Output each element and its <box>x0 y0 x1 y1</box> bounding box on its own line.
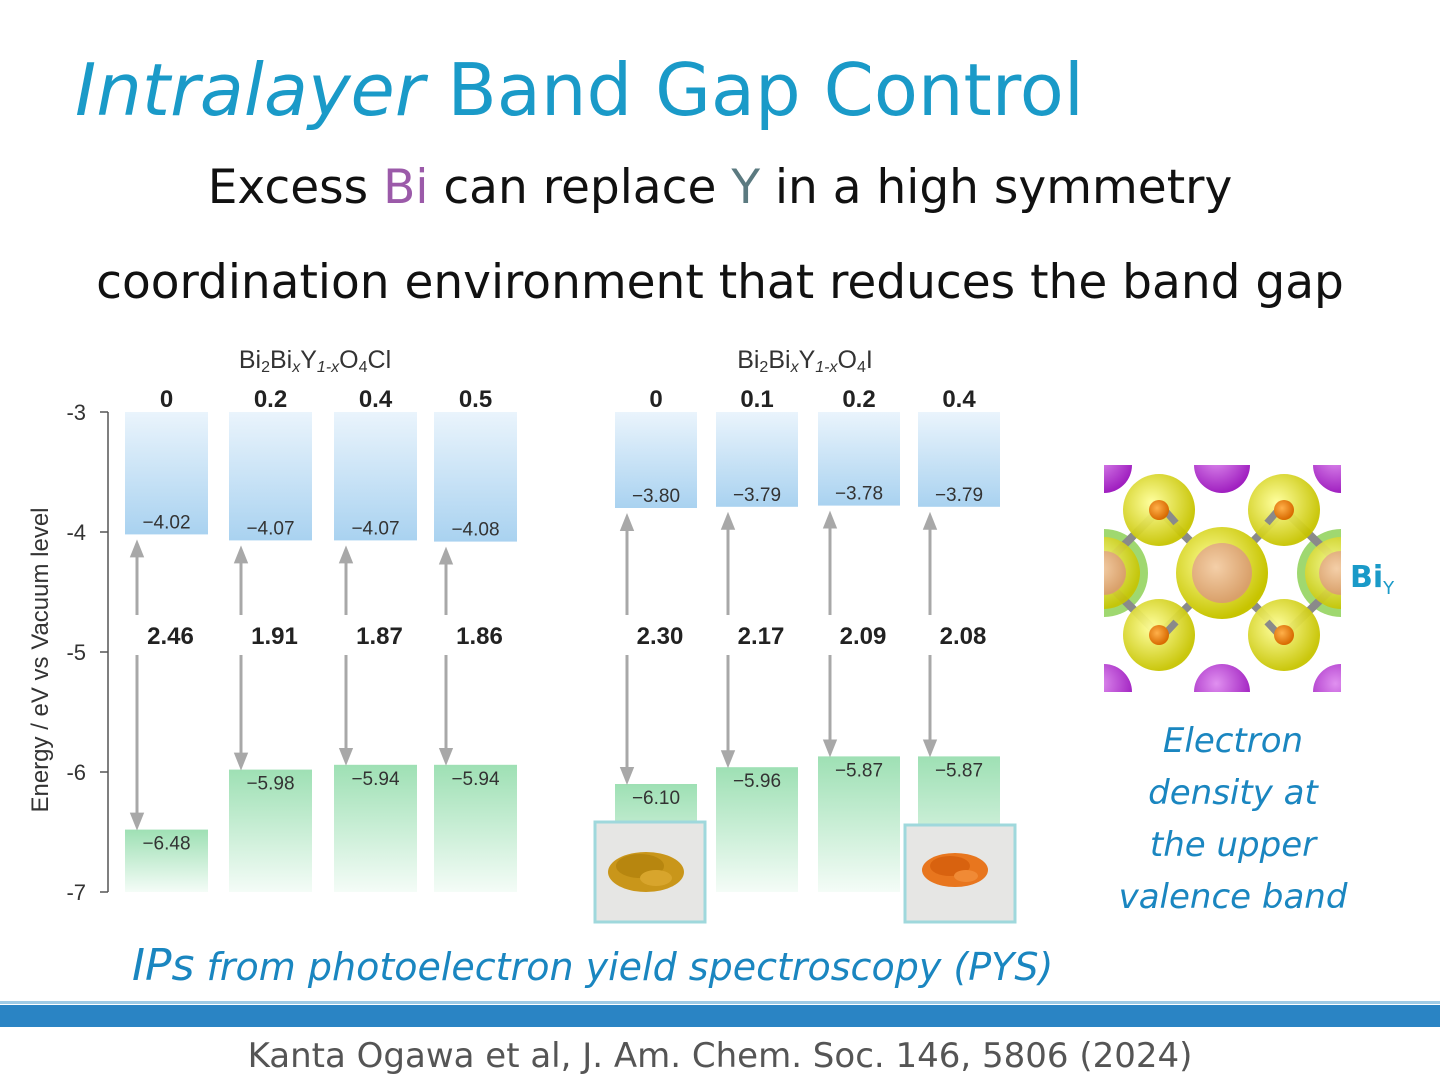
subtitle-bi: Bi <box>383 160 429 215</box>
valence-band-bar <box>334 764 417 892</box>
valence-band-bar <box>716 767 798 892</box>
cbm-value-label: −3.78 <box>835 484 883 505</box>
group-formula-title: Bi2BixY1-xO4I <box>737 346 873 376</box>
valence-band-bar <box>818 756 900 892</box>
cbm-value-label: −4.08 <box>451 520 499 541</box>
bi-y-label: BiY <box>1350 560 1395 599</box>
vbm-value-label: −6.48 <box>142 834 190 855</box>
category-label: 0.1 <box>740 386 773 413</box>
y-axis-label: Energy / eV vs Vacuum level <box>27 507 54 812</box>
y-tick-label: -7 <box>66 880 86 905</box>
cbm-value-label: −4.02 <box>142 512 190 533</box>
band-gap-label: 2.09 <box>840 623 887 650</box>
subtitle-y: Y <box>731 160 761 215</box>
cbm-value-label: −4.07 <box>246 518 294 539</box>
valence-band-bar <box>125 829 208 892</box>
valence-band-bar <box>434 764 517 892</box>
vbm-value-label: −5.87 <box>835 760 883 781</box>
subtitle-line-1: Excess Bi can replace Y in a high symmet… <box>207 160 1233 215</box>
conduction-band-bar <box>716 412 798 507</box>
title-rest: Band Gap Control <box>447 48 1084 132</box>
vbm-value-label: −5.94 <box>451 769 500 790</box>
band-gap-label: 2.30 <box>637 623 684 650</box>
category-label: 0.4 <box>359 386 393 413</box>
subtitle-line-2: coordination environment that reduces th… <box>96 255 1344 310</box>
vbm-value-label: −5.87 <box>935 760 983 781</box>
conduction-band-bar <box>434 412 517 542</box>
conduction-band-bar <box>229 412 312 541</box>
category-label: 0 <box>649 386 662 413</box>
crystal-structure-image <box>1104 465 1341 692</box>
category-label: 0.4 <box>942 386 976 413</box>
cbm-value-label: −3.80 <box>632 486 680 507</box>
band-gap-label: 1.91 <box>251 623 298 650</box>
band-gap-label: 2.08 <box>940 623 987 650</box>
band-gap-label: 1.86 <box>456 623 503 650</box>
y-tick-label: -4 <box>66 520 86 545</box>
band-diagram-chart: -3 -4 -5 -6 -7 Energy / eV vs Vacuum level Bi… <box>27 346 1017 924</box>
conduction-band-bar <box>615 412 697 508</box>
pys-caption: IPs from photoelectron yield spectroscop… <box>132 940 1054 991</box>
band-gap-label: 1.87 <box>356 623 403 650</box>
slide-title: Intralayer Band Gap Control <box>75 48 1084 132</box>
conduction-band-bar <box>125 412 208 535</box>
vbm-value-label: −6.10 <box>632 788 680 809</box>
conduction-band-bar <box>918 412 1000 507</box>
cbm-value-label: −3.79 <box>733 485 781 506</box>
vbm-value-label: −5.94 <box>351 769 400 790</box>
conduction-band-bar <box>334 412 417 541</box>
conduction-band-bar <box>818 412 900 506</box>
footer-divider-thin <box>0 1001 1440 1004</box>
footer-divider <box>0 1005 1440 1027</box>
cbm-value-label: −3.79 <box>935 485 983 506</box>
vbm-value-label: −5.98 <box>246 774 294 795</box>
cbm-value-label: −4.07 <box>351 518 399 539</box>
powder-photo-orange <box>903 823 1017 924</box>
vbm-value-label: −5.96 <box>733 771 781 792</box>
powder-photo-yellow <box>593 820 707 924</box>
band-gap-label: 2.17 <box>738 623 785 650</box>
title-italic: Intralayer <box>75 48 425 132</box>
group-formula-title: Bi2BixY1-xO4Cl <box>239 346 391 376</box>
category-label: 0.5 <box>459 386 492 413</box>
category-label: 0.2 <box>842 386 875 413</box>
y-tick-label: -6 <box>66 760 86 785</box>
y-tick-label: -3 <box>66 400 86 425</box>
citation: Kanta Ogawa et al, J. Am. Chem. Soc. 146… <box>247 1036 1193 1076</box>
valence-band-bar <box>229 769 312 892</box>
band-gap-label: 2.46 <box>147 623 194 650</box>
category-label: 0.2 <box>254 386 287 413</box>
electron-density-caption: Electron density at the upper valence ba… <box>1118 721 1348 917</box>
y-tick-label: -5 <box>66 640 86 665</box>
category-label: 0 <box>160 386 173 413</box>
